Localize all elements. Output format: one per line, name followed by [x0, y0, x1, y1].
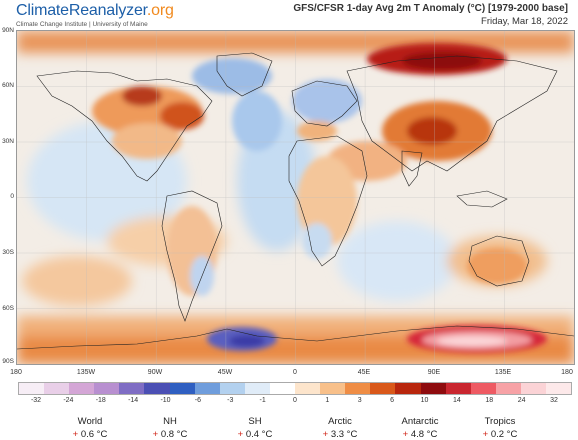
- stat-value: + 0.6 °C: [72, 429, 108, 440]
- scale-label: 1: [325, 397, 330, 404]
- stat-arctic: Arctic + 3.3 °C: [323, 416, 358, 440]
- scale-label: -10: [160, 397, 171, 404]
- stat-antarctic: Antarctic + 4.8 °C: [402, 416, 439, 440]
- scale-label: 10: [420, 397, 429, 404]
- stat-label: Arctic: [328, 416, 352, 427]
- scale-swatch: [44, 383, 70, 394]
- stat-value: + 3.3 °C: [322, 429, 358, 440]
- scale-swatch: [269, 383, 296, 394]
- scale-swatch: [420, 383, 446, 394]
- scale-swatch: [520, 383, 546, 394]
- stat-label: Antarctic: [401, 416, 439, 427]
- scale-label: -3: [227, 397, 234, 404]
- scale-swatch: [345, 383, 371, 394]
- scale-swatch: [169, 383, 195, 394]
- scale-swatch: [119, 383, 145, 394]
- scale-label: -18: [95, 397, 106, 404]
- scale-label: 3: [357, 397, 362, 404]
- site-logo: ClimateReanalyzer.org Climate Change Ins…: [16, 2, 174, 28]
- scale-swatch: [470, 383, 496, 394]
- scale-label: 6: [390, 397, 395, 404]
- anomaly-map-graphic: [17, 31, 574, 364]
- scale-label: -14: [128, 397, 139, 404]
- scale-swatch: [69, 383, 95, 394]
- scale-label: -24: [63, 397, 74, 404]
- scale-swatch: [19, 383, 45, 394]
- graticule: [17, 31, 574, 364]
- lon-label: 90E: [427, 369, 441, 376]
- scale-swatch: [495, 383, 521, 394]
- lon-label: 45E: [357, 369, 371, 376]
- lon-label: 0: [293, 369, 297, 376]
- map-title: GFS/CFSR 1-day Avg 2m T Anomaly (°C) [19…: [293, 3, 568, 14]
- anomaly-map: [16, 30, 575, 365]
- lat-label: 30S: [2, 249, 14, 256]
- map-date: Friday, Mar 18, 2022: [481, 16, 568, 27]
- lon-label: 180: [561, 369, 573, 376]
- logo-wordmark: ClimateReanalyzer.org: [16, 2, 174, 20]
- lat-label: 90S: [2, 358, 14, 365]
- scale-label: 32: [550, 397, 558, 404]
- lon-label: 90W: [147, 369, 163, 376]
- stat-value: + 4.8 °C: [402, 429, 438, 440]
- lat-label: 60N: [2, 82, 14, 89]
- scale-swatch: [395, 383, 421, 394]
- stat-value: + 0.2 °C: [482, 429, 518, 440]
- scale-label: -32: [30, 397, 42, 404]
- lon-label: 135E: [494, 369, 512, 376]
- scale-swatch: [445, 383, 471, 394]
- stat-label: SH: [248, 416, 262, 427]
- logo-subtitle: Climate Change Institute | University of…: [16, 21, 148, 28]
- lon-label: 135W: [76, 369, 96, 376]
- scale-swatch: [219, 383, 245, 394]
- stat-tropics: Tropics + 0.2 °C: [483, 416, 518, 440]
- stat-label: World: [77, 416, 103, 427]
- stat-world: World + 0.6 °C: [73, 416, 108, 440]
- scale-swatch: [144, 383, 170, 394]
- scale-swatch: [320, 383, 346, 394]
- scale-swatch: [295, 383, 321, 394]
- lat-label: 60S: [2, 305, 14, 312]
- color-scale-bar: [18, 382, 572, 395]
- coastlines: [17, 52, 574, 350]
- scale-swatch: [244, 383, 270, 394]
- scale-label: -1: [259, 397, 266, 404]
- logo-suffix-text: .org: [146, 2, 174, 19]
- scale-swatch: [194, 383, 220, 394]
- lat-label: 90N: [2, 27, 14, 34]
- scale-label: 24: [517, 397, 526, 404]
- scale-swatch: [545, 383, 572, 394]
- scale-swatch: [370, 383, 396, 394]
- scale-label: 0: [293, 397, 297, 404]
- stat-value: + 0.8 °C: [152, 429, 188, 440]
- scale-swatch: [94, 383, 120, 394]
- lon-label: 180: [10, 369, 22, 376]
- stat-value: + 0.4 °C: [237, 429, 273, 440]
- stat-label: NH: [163, 416, 177, 427]
- stat-label: Tropics: [484, 416, 516, 427]
- stat-sh: SH + 0.4 °C: [238, 416, 273, 440]
- scale-label: -6: [194, 397, 201, 404]
- logo-main-text: ClimateReanalyzer: [16, 2, 147, 19]
- lat-label: 0: [10, 193, 14, 200]
- lon-label: 45W: [217, 369, 233, 376]
- stat-nh: NH + 0.8 °C: [153, 416, 188, 440]
- scale-label: 14: [452, 397, 461, 404]
- scale-label: 18: [485, 397, 494, 404]
- lat-label: 30N: [2, 138, 14, 145]
